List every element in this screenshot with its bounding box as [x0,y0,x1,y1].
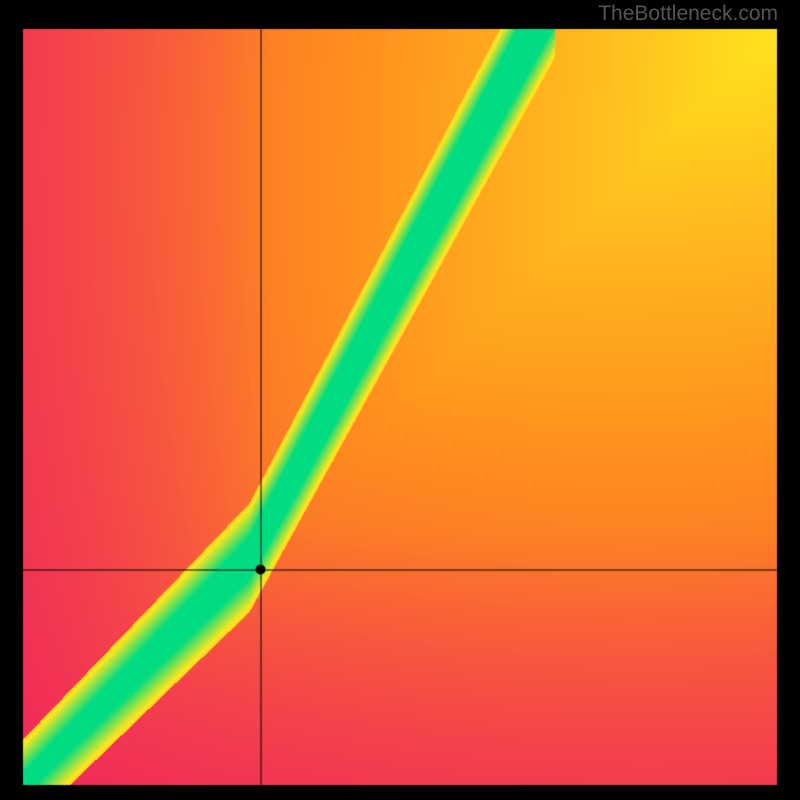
watermark-label: TheBottleneck.com [598,2,778,26]
chart-container: TheBottleneck.com [0,0,800,800]
bottleneck-heatmap [0,0,800,800]
